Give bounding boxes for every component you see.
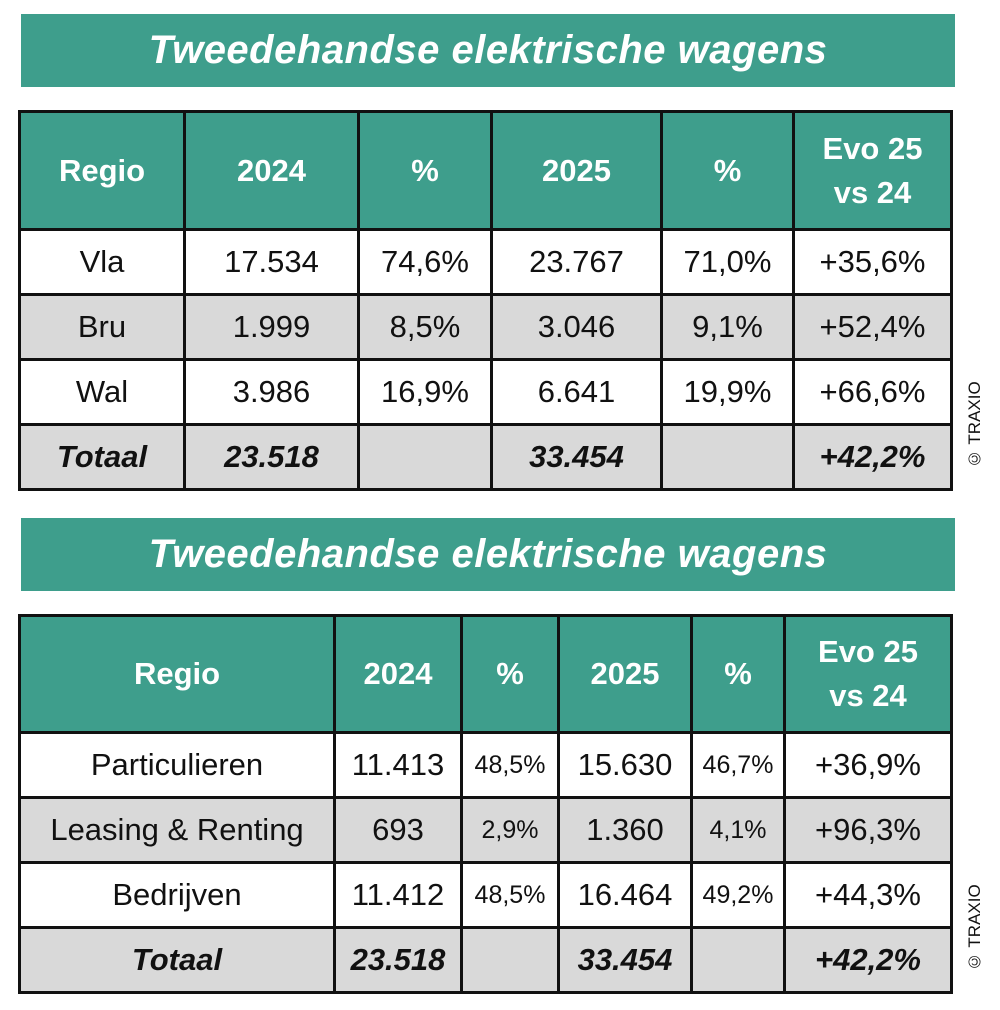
table-cell: +66,6% — [792, 358, 953, 426]
table-cell: 23.767 — [490, 228, 663, 296]
table-cell: 49,2% — [690, 861, 786, 929]
table-2-title: Tweedehandse elektrische wagens — [21, 518, 955, 591]
table-cell: 11.412 — [333, 861, 463, 929]
table-cell: 48,5% — [460, 861, 560, 929]
table-row: Bru 1.999 8,5% 3.046 9,1% +52,4% — [18, 293, 953, 361]
table-cell: 3.046 — [490, 293, 663, 361]
table-cell: 17.534 — [183, 228, 360, 296]
table-cell: 3.986 — [183, 358, 360, 426]
table-cell — [690, 926, 786, 994]
column-header: % — [460, 614, 560, 734]
copyright-label: © TRAXIO — [965, 884, 984, 972]
column-header: 2025 — [557, 614, 693, 734]
total-row: Totaal 23.518 33.454 +42,2% — [18, 926, 953, 994]
column-header: Evo 25 vs 24 — [792, 110, 953, 231]
column-header: 2025 — [490, 110, 663, 231]
table-cell: +96,3% — [783, 796, 953, 864]
table-cell: +42,2% — [792, 423, 953, 491]
table-cell: 11.413 — [333, 731, 463, 799]
table-cell — [460, 926, 560, 994]
column-header: 2024 — [183, 110, 360, 231]
table-cell: 71,0% — [660, 228, 795, 296]
table-cell: 1.360 — [557, 796, 693, 864]
table-cell: 9,1% — [660, 293, 795, 361]
table-cell: +42,2% — [783, 926, 953, 994]
table-cell — [357, 423, 493, 491]
table-cell: +35,6% — [792, 228, 953, 296]
table-cell: 6.641 — [490, 358, 663, 426]
table-cell: Vla — [18, 228, 186, 296]
header-row: Regio 2024% 2025% Evo 25 vs 24 — [18, 614, 953, 734]
table-cell: 16,9% — [357, 358, 493, 426]
table-cell: Particulieren — [18, 731, 336, 799]
table-cell: 1.999 — [183, 293, 360, 361]
table-row: Bedrijven 11.412 48,5% 16.464 49,2% +44,3% — [18, 861, 953, 929]
table-cell: 19,9% — [660, 358, 795, 426]
region-table: Regio 2024% 2025% Evo 25 vs 24 Vla 17.534 74,6… — [18, 110, 953, 491]
table-cell — [660, 423, 795, 491]
table-cell: 15.630 — [557, 731, 693, 799]
table-cell: Totaal — [18, 423, 186, 491]
table-cell: 46,7% — [690, 731, 786, 799]
table-cell: 2,9% — [460, 796, 560, 864]
total-row: Totaal 23.518 33.454 +42,2% — [18, 423, 953, 491]
column-header: Evo 25 vs 24 — [783, 614, 953, 734]
segment-table: Regio 2024% 2025% Evo 25 vs 24 Particulieren… — [18, 614, 953, 994]
table-cell: 33.454 — [557, 926, 693, 994]
table-cell: 74,6% — [357, 228, 493, 296]
table-row: Wal 3.986 16,9% 6.641 19,9% +66,6% — [18, 358, 953, 426]
column-header: % — [690, 614, 786, 734]
copyright-label: © TRAXIO — [965, 381, 984, 469]
table-cell: 23.518 — [183, 423, 360, 491]
table-row: Vla 17.534 74,6% 23.767 71,0% +35,6% — [18, 228, 953, 296]
table-cell: Bedrijven — [18, 861, 336, 929]
column-header: Regio — [18, 110, 186, 231]
table-1-title: Tweedehandse elektrische wagens — [21, 14, 955, 87]
table-cell: 693 — [333, 796, 463, 864]
column-header: % — [357, 110, 493, 231]
column-header: 2024 — [333, 614, 463, 734]
table-cell: 8,5% — [357, 293, 493, 361]
column-header: % — [660, 110, 795, 231]
column-header: Regio — [18, 614, 336, 734]
table-row: Leasing & Renting 693 2,9% 1.360 4,1% +96,3% — [18, 796, 953, 864]
table-cell: +52,4% — [792, 293, 953, 361]
table-cell: Bru — [18, 293, 186, 361]
table-cell: +36,9% — [783, 731, 953, 799]
table-cell: Totaal — [18, 926, 336, 994]
table-cell: 23.518 — [333, 926, 463, 994]
table-cell: +44,3% — [783, 861, 953, 929]
table-cell: Wal — [18, 358, 186, 426]
table-cell: Leasing & Renting — [18, 796, 336, 864]
table-cell: 48,5% — [460, 731, 560, 799]
table-cell: 33.454 — [490, 423, 663, 491]
table-cell: 4,1% — [690, 796, 786, 864]
table-row: Particulieren 11.413 48,5% 15.630 46,7% +36,9… — [18, 731, 953, 799]
table-cell: 16.464 — [557, 861, 693, 929]
header-row: Regio 2024% 2025% Evo 25 vs 24 — [18, 110, 953, 231]
